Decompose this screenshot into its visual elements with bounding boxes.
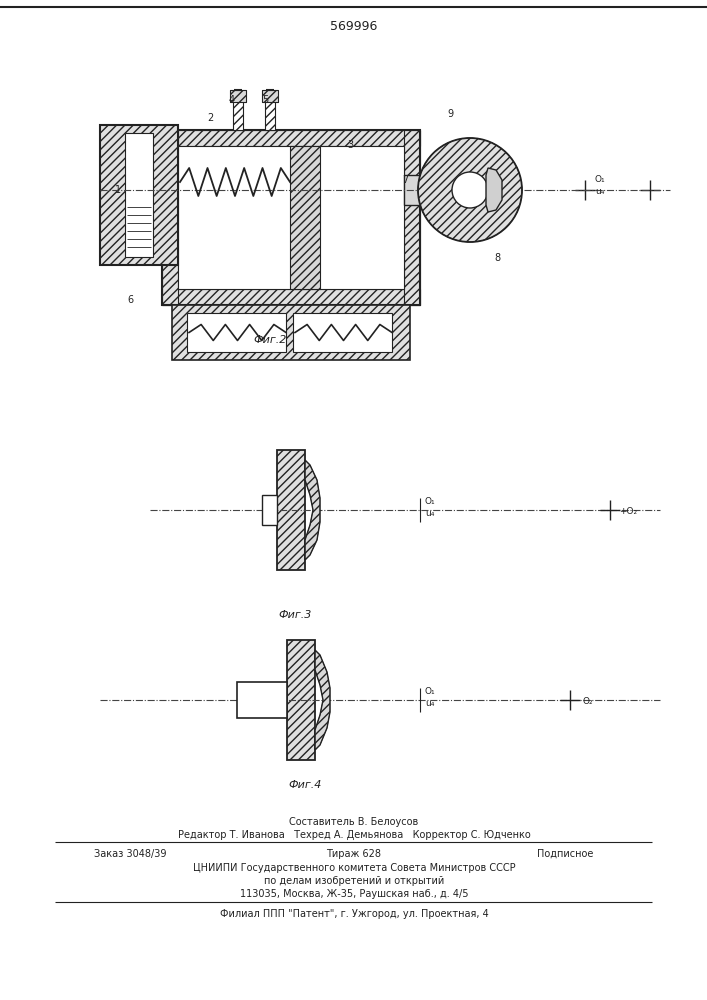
Text: 6: 6 [127, 295, 133, 305]
Text: Фиг.4: Фиг.4 [288, 780, 322, 790]
Bar [230, 90, 246, 102]
Polygon shape [305, 460, 320, 560]
Bar [125, 133, 153, 257]
Bar [265, 100, 275, 130]
Text: Подписное: Подписное [537, 849, 593, 859]
Bar [287, 640, 315, 760]
Text: Фиг.2: Фиг.2 [253, 335, 286, 345]
Text: Тираж 628: Тираж 628 [327, 849, 382, 859]
Text: 1: 1 [115, 185, 121, 195]
Text: 5: 5 [262, 95, 268, 105]
Bar [262, 90, 278, 102]
Circle shape [418, 138, 522, 242]
Text: 569996: 569996 [330, 19, 378, 32]
Bar [172, 305, 410, 360]
Polygon shape [404, 130, 420, 305]
Polygon shape [262, 495, 277, 525]
Bar [290, 146, 320, 289]
Bar [262, 90, 278, 102]
Bar [233, 100, 243, 130]
Polygon shape [162, 130, 420, 146]
Text: 9: 9 [447, 109, 453, 119]
Bar [178, 146, 404, 289]
Polygon shape [162, 130, 178, 305]
Text: 8: 8 [494, 253, 500, 263]
Text: 7: 7 [402, 175, 408, 185]
Circle shape [452, 172, 488, 208]
Text: O₁: O₁ [425, 497, 436, 506]
Bar [293, 313, 392, 352]
Text: O₁: O₁ [595, 176, 605, 184]
Text: u₄: u₄ [595, 188, 604, 196]
Bar [233, 100, 243, 130]
Text: 3: 3 [347, 140, 353, 150]
Text: u₄: u₄ [426, 510, 435, 518]
Bar [277, 450, 305, 570]
Text: Редактор Т. Иванова   Техред А. Демьянова   Корректор С. Юдченко: Редактор Т. Иванова Техред А. Демьянова … [177, 830, 530, 840]
Text: по делам изобретений и открытий: по делам изобретений и открытий [264, 876, 444, 886]
Text: Фиг.3: Фиг.3 [279, 610, 312, 620]
Text: 4: 4 [229, 95, 235, 105]
Bar [187, 313, 286, 352]
Polygon shape [315, 650, 330, 750]
Text: +O₂: +O₂ [619, 508, 637, 516]
Polygon shape [486, 168, 502, 212]
Text: Составитель В. Белоусов: Составитель В. Белоусов [289, 817, 419, 827]
Polygon shape [100, 125, 178, 265]
Bar [265, 100, 275, 130]
Text: Заказ 3048/39: Заказ 3048/39 [94, 849, 166, 859]
Bar [230, 90, 246, 102]
Text: O₂: O₂ [583, 698, 593, 706]
Bar [290, 146, 320, 289]
Text: 2: 2 [207, 113, 213, 123]
Text: ЦНИИПИ Государственного комитета Совета Министров СССР: ЦНИИПИ Государственного комитета Совета … [193, 863, 515, 873]
Text: u₄: u₄ [426, 700, 435, 708]
Text: 113035, Москва, Ж-35, Раушская наб., д. 4/5: 113035, Москва, Ж-35, Раушская наб., д. … [240, 889, 468, 899]
Bar [404, 175, 440, 205]
Polygon shape [237, 682, 287, 718]
Polygon shape [162, 289, 420, 305]
Text: Филиал ППП "Патент", г. Ужгород, ул. Проектная, 4: Филиал ППП "Патент", г. Ужгород, ул. Про… [220, 909, 489, 919]
Text: O₁: O₁ [425, 688, 436, 696]
